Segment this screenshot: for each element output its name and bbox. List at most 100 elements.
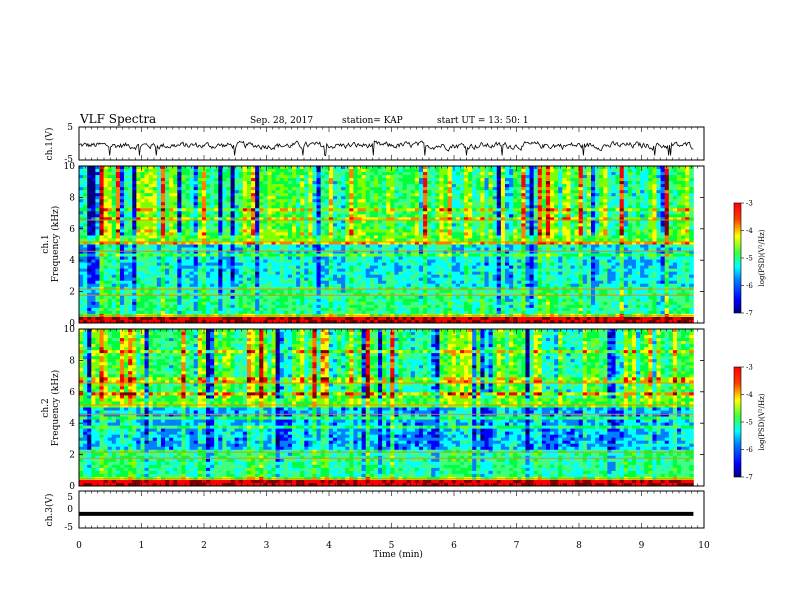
spectrogram-cell <box>382 187 387 191</box>
spectrogram-cell <box>185 193 190 197</box>
spectrogram-cell <box>283 244 289 248</box>
spectrogram-cell <box>144 250 150 254</box>
spectrogram-cell <box>525 235 530 239</box>
spectrogram-cell <box>574 223 580 227</box>
spectrogram-cell <box>468 175 473 179</box>
spectrogram-cell <box>541 217 547 221</box>
spectrogram-cell <box>337 235 342 239</box>
spectrogram-cell <box>99 172 104 176</box>
spectrogram-cell <box>246 181 252 185</box>
spectrogram-cell <box>222 244 227 248</box>
spectrogram-cell <box>578 232 584 236</box>
spectrogram-cell <box>324 262 330 267</box>
spectrogram-cell <box>681 229 686 233</box>
spectrogram-cell <box>550 211 555 215</box>
spectrogram-cell <box>103 223 109 227</box>
spectrogram-cell <box>685 187 690 191</box>
spectrogram-cell <box>676 223 682 227</box>
spectrogram-cell <box>550 247 555 251</box>
spectrogram-cell <box>435 259 440 264</box>
spectrogram-cell <box>201 187 207 191</box>
spectrogram-cell <box>91 193 96 197</box>
spectrogram-cell <box>316 208 322 212</box>
spectrogram-cell <box>165 178 170 182</box>
spectrogram-cell <box>513 256 518 260</box>
spectrogram-cell <box>115 184 121 188</box>
spectrogram-cell <box>615 256 621 260</box>
spectrogram-cell <box>353 253 358 257</box>
spectrogram-cell <box>513 202 518 206</box>
spectrogram-cell <box>550 256 555 260</box>
spectrogram-cell <box>418 196 424 200</box>
spectrogram-cell <box>509 208 514 212</box>
spectrogram-cell <box>222 211 227 215</box>
spectrogram-cell <box>267 223 272 227</box>
spectrogram-cell <box>169 208 174 212</box>
spectrogram-cell <box>173 181 178 185</box>
spectrogram-cell <box>636 199 641 203</box>
spectrogram-cell <box>140 253 145 257</box>
spectrogram-cell <box>517 238 522 242</box>
spectrogram-cell <box>119 166 125 170</box>
spectrogram-cell <box>246 175 252 179</box>
spectrogram-cell <box>447 223 453 227</box>
spectrogram-cell <box>615 220 621 224</box>
spectrogram-cell <box>529 247 535 251</box>
spectrogram-cell <box>304 253 309 257</box>
spectrogram-cell <box>590 211 596 215</box>
spectrogram-cell <box>177 169 182 173</box>
spectrogram-cell <box>361 208 367 212</box>
spectrogram-cell <box>455 196 461 200</box>
spectrogram-cell <box>210 217 215 221</box>
spectrogram-cell <box>545 250 551 254</box>
spectrogram-cell <box>357 262 363 267</box>
spectrogram-cell <box>427 175 432 179</box>
spectrogram-cell <box>439 232 444 236</box>
spectrogram-cell <box>599 169 604 173</box>
spectrogram-cell <box>332 244 338 248</box>
spectrogram-cell <box>156 199 162 203</box>
spectrogram-cell <box>230 199 236 203</box>
spectrogram-cell <box>660 172 666 176</box>
spectrogram-cell <box>521 190 526 194</box>
spectrogram-cell <box>545 181 551 185</box>
spectrogram-cell <box>361 250 367 254</box>
spectrogram-cell <box>623 202 629 206</box>
spectrogram-cell <box>689 208 694 212</box>
spectrogram-cell <box>87 229 92 233</box>
spectrogram-cell <box>296 223 301 227</box>
spectrogram-cell <box>119 259 125 264</box>
spectrogram-cell <box>607 262 612 267</box>
spectrogram-cell <box>246 259 252 264</box>
spectrogram-cell <box>513 196 518 200</box>
spectrogram-cell <box>521 172 526 176</box>
spectrogram-cell <box>562 211 567 215</box>
spectrogram-cell <box>595 214 600 218</box>
spectrogram-cell <box>459 259 465 264</box>
spectrogram-cell <box>402 172 408 176</box>
spectrogram-cell <box>132 226 137 230</box>
spectrogram-cell <box>119 217 125 221</box>
spectrogram-cell <box>230 208 236 212</box>
spectrogram-cell <box>337 181 342 185</box>
spectrogram-cell <box>304 241 309 245</box>
spectrogram-cell <box>439 190 444 194</box>
spectrogram-cell <box>271 166 276 170</box>
spectrogram-cell <box>488 196 494 200</box>
spectrogram-cell <box>136 244 141 248</box>
spectrogram-cell <box>291 247 297 251</box>
spectrogram-cell <box>636 238 641 242</box>
spectrogram-cell <box>378 247 383 251</box>
spectrogram-cell <box>652 178 657 182</box>
spectrogram-cell <box>504 184 510 188</box>
spectrogram-cell <box>590 259 596 264</box>
spectrogram-cell <box>218 217 223 221</box>
spectrogram-cell <box>447 235 453 239</box>
spectrogram-cell <box>574 247 580 251</box>
spectrogram-cell <box>230 250 236 254</box>
spectrogram-cell <box>488 250 494 254</box>
spectrogram-cell <box>533 199 539 203</box>
spectrogram-cell <box>435 190 440 194</box>
spectrogram-cell <box>615 196 621 200</box>
spectrogram-cell <box>468 226 473 230</box>
